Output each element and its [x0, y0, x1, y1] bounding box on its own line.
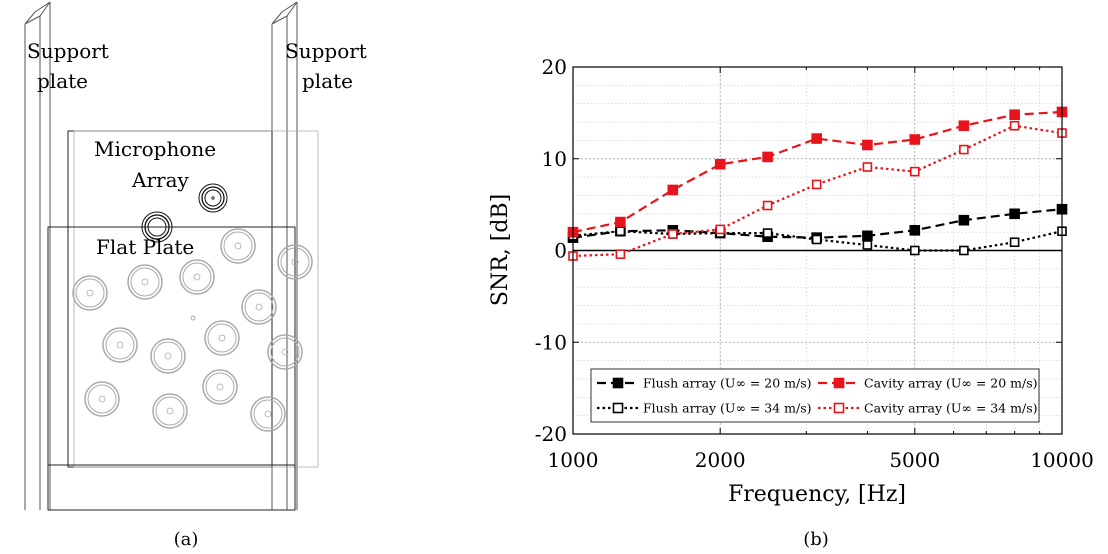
legend-marker: [833, 377, 845, 389]
support-plate-right: [271, 1, 298, 510]
microphone-grey: [179, 259, 215, 295]
microphone-grey: [202, 369, 238, 405]
y-tick-label: 10: [542, 147, 567, 171]
schematic-panel: Support plate Support plate Microphone A…: [24, 1, 367, 550]
flat-plate-label: Flat Plate: [96, 235, 194, 259]
microphone-grey: [72, 275, 108, 311]
panel-a-caption: (a): [174, 529, 199, 550]
panel-b-caption: (b): [803, 529, 829, 550]
x-tick-label: 5000: [889, 448, 940, 472]
legend-label: Flush array (U∞ = 20 m/s): [643, 376, 812, 391]
data-point: [762, 228, 773, 238]
legend-marker: [612, 377, 624, 389]
data-point: [959, 144, 969, 155]
legend-box: [590, 368, 1040, 423]
microphone-grey: [204, 320, 240, 356]
data-point: [615, 216, 626, 228]
y-tick-label: -20: [535, 422, 567, 446]
data-point: [715, 224, 726, 235]
tick-labels: -20 -10 0 10 20 1000 2000 5000 10000: [535, 55, 1094, 472]
series-line: [572, 124, 1063, 258]
legend-entry: Cavity array (U∞ = 34 m/s): [818, 401, 1038, 416]
x-tick-label: 1000: [548, 448, 599, 472]
data-point: [909, 134, 921, 145]
data-point: [909, 166, 920, 177]
data-point: [958, 214, 970, 226]
series-line: [572, 110, 1063, 234]
microphone-grey: [241, 289, 277, 325]
data-point: [1009, 237, 1020, 248]
y-tick-label: -10: [535, 330, 567, 354]
support-label-left-line1: Support: [27, 39, 109, 63]
microphone-array-label-line2: Array: [131, 168, 189, 192]
data-point: [862, 240, 873, 250]
microphone-dark: [141, 211, 173, 243]
legend-marker: [833, 402, 845, 414]
microphone-grey: [220, 228, 256, 264]
data-point: [862, 162, 873, 172]
legend-marker: [612, 402, 624, 414]
support-label-right-line1: Support: [285, 39, 367, 63]
legend: Flush array (U∞ = 20 m/s) Flush array (U∞…: [590, 368, 1040, 423]
data-point: [811, 234, 822, 245]
legend-entry: Flush array (U∞ = 34 m/s): [597, 401, 812, 416]
data-point: [909, 245, 920, 256]
x-tick-label: 10000: [1030, 448, 1094, 472]
legend-entry: Cavity array (U∞ = 20 m/s): [818, 376, 1038, 391]
series-4: [568, 120, 1067, 261]
microphone-grey: [127, 264, 163, 300]
data-point: [762, 151, 773, 163]
microphone-grey: [152, 393, 188, 429]
y-tick-label: 0: [554, 239, 567, 263]
series-layer: [567, 106, 1068, 261]
snr-chart: -20 -10 0 10 20 1000 2000 5000 10000 Frequency, …: [488, 55, 1094, 550]
microphone-grid: [72, 228, 313, 432]
data-point: [762, 200, 773, 211]
microphone-grey: [84, 381, 120, 417]
panel-a-labels: Support plate Support plate Microphone A…: [27, 39, 367, 259]
data-point: [811, 179, 822, 190]
data-point: [811, 133, 822, 144]
data-point: [1009, 120, 1020, 131]
plate-center-mark: [190, 315, 196, 321]
data-point: [668, 229, 678, 239]
x-axis-label: Frequency, [Hz]: [728, 482, 906, 507]
support-label-right-line2: plate: [302, 69, 353, 93]
data-point: [862, 230, 873, 242]
data-point: [862, 139, 873, 151]
microphone-grey: [277, 244, 313, 280]
data-point: [615, 249, 626, 259]
support-label-left-line2: plate: [37, 69, 88, 93]
microphone-grey: [150, 338, 186, 374]
data-point: [667, 184, 679, 196]
data-point: [958, 120, 970, 132]
legend-label: Flush array (U∞ = 34 m/s): [643, 401, 812, 416]
data-point: [1009, 109, 1020, 121]
data-point: [959, 245, 969, 256]
tick-marks: [572, 66, 1063, 435]
data-point: [615, 226, 626, 237]
x-tick-label: 2000: [695, 448, 746, 472]
legend-entry: Flush array (U∞ = 20 m/s): [597, 376, 812, 391]
support-plate-left: [24, 1, 51, 510]
microphone-grey: [250, 396, 286, 432]
data-point: [1009, 208, 1020, 220]
data-point: [714, 158, 726, 170]
microphone-grey: [267, 334, 303, 370]
data-point: [909, 225, 921, 236]
flat-plate-outline: [47, 226, 296, 511]
y-axis-label: SNR, [dB]: [488, 194, 513, 306]
microphone-grey: [102, 327, 138, 363]
microphone-array-label-line1: Microphone: [94, 137, 216, 161]
y-tick-label: 20: [542, 55, 567, 79]
legend-label: Cavity array (U∞ = 34 m/s): [864, 401, 1038, 416]
microphone-dark: [198, 183, 228, 213]
legend-label: Cavity array (U∞ = 20 m/s): [864, 376, 1038, 391]
